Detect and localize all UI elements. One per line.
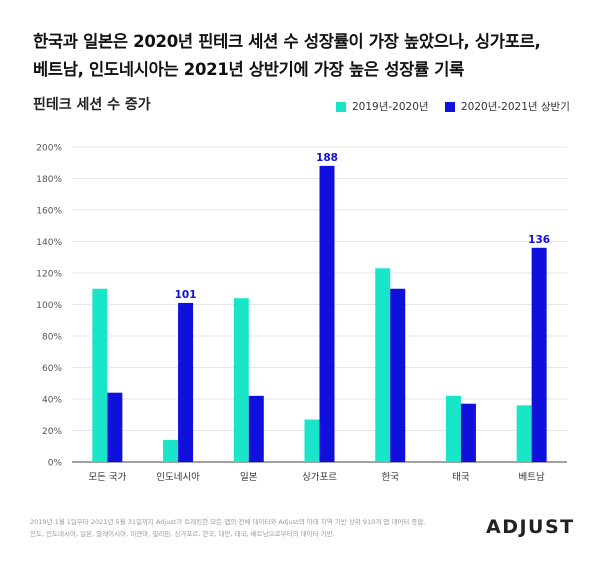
footnote-line-1: 2019년 1월 1일부터 2021년 5월 31일까지 Adjust가 트래킹… xyxy=(30,518,426,526)
bar-series-1 xyxy=(304,419,320,462)
y-tick-label: 200% xyxy=(36,144,62,154)
y-tick-label: 20% xyxy=(42,427,62,437)
x-tick-label: 인도네시아 xyxy=(156,472,200,483)
legend-item-series-2: 2020년-2021년 상반기 xyxy=(445,99,570,114)
x-tick-label: 베트남 xyxy=(519,472,545,483)
headline-line-1: 한국과 일본은 2020년 핀테크 세션 수 성장률이 가장 높았으나, 싱가포… xyxy=(33,32,541,51)
y-tick-label: 0% xyxy=(48,459,63,469)
legend-swatch-series-1 xyxy=(336,101,346,112)
bar-series-2 xyxy=(319,165,335,462)
legend-label-series-1: 2019년-2020년 xyxy=(352,101,429,113)
y-tick-label: 100% xyxy=(36,301,62,311)
bar-series-2 xyxy=(531,247,547,462)
bar-series-1 xyxy=(233,298,249,462)
bar-series-1 xyxy=(92,288,108,462)
x-tick-label: 모든 국가 xyxy=(88,472,126,483)
x-tick-label: 싱가포르 xyxy=(302,472,337,483)
data-label: 136 xyxy=(528,234,550,246)
footnote: 2019년 1월 1일부터 2021년 5월 31일까지 Adjust가 트래킹… xyxy=(30,516,425,540)
legend-label-series-2: 2020년-2021년 상반기 xyxy=(461,101,570,113)
y-tick-label: 60% xyxy=(42,364,62,374)
data-label: 188 xyxy=(316,152,338,164)
bar-series-2 xyxy=(460,403,476,462)
adjust-logo: ADJUST xyxy=(486,516,575,538)
x-tick-label: 일본 xyxy=(240,472,258,483)
bar-series-1 xyxy=(163,439,179,462)
bar-series-1 xyxy=(445,395,461,462)
bar-series-1 xyxy=(375,268,391,462)
bar-series-2 xyxy=(178,302,194,462)
footnote-line-2: 인도, 인도네시아, 일본, 말레이시아, 미얀마, 필리핀, 싱가포르, 한국… xyxy=(30,530,335,538)
x-tick-label: 태국 xyxy=(452,472,470,483)
bar-series-1 xyxy=(516,405,532,462)
bar-series-2 xyxy=(390,288,406,462)
y-tick-label: 160% xyxy=(36,207,62,217)
y-tick-label: 40% xyxy=(42,396,62,406)
chart-title: 핀테크 세션 수 증가 xyxy=(33,97,151,113)
legend-swatch-series-2 xyxy=(445,101,455,112)
bar-series-2 xyxy=(107,392,123,462)
headline-line-2: 베트남, 인도네시아는 2021년 상반기에 가장 높은 성장률 기록 xyxy=(33,60,465,79)
y-tick-label: 120% xyxy=(36,270,62,280)
y-tick-label: 180% xyxy=(36,175,62,185)
y-tick-label: 140% xyxy=(36,238,62,248)
y-tick-label: 80% xyxy=(42,333,62,343)
bar-series-2 xyxy=(248,395,264,462)
x-tick-label: 한국 xyxy=(381,472,399,483)
data-label: 101 xyxy=(175,289,197,301)
bar-chart: 0% 20% 40% 60% 80% 100% 120% 140% 160% 180% 200% 모든… xyxy=(36,144,567,483)
headline: 한국과 일본은 2020년 핀테크 세션 수 성장률이 가장 높았으나, 싱가포… xyxy=(33,28,578,84)
legend-item-series-1: 2019년-2020년 xyxy=(336,99,429,114)
